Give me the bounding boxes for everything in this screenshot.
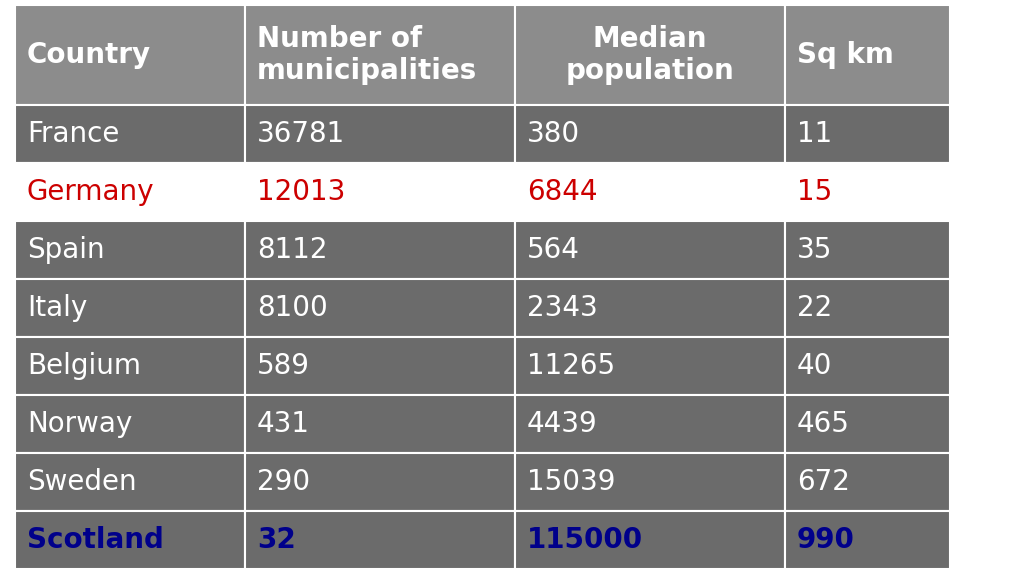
Text: 15: 15 — [797, 178, 833, 206]
Bar — [785, 221, 950, 279]
Bar — [515, 279, 785, 337]
Text: 15039: 15039 — [527, 468, 615, 496]
Bar — [15, 221, 245, 279]
Bar — [245, 5, 515, 105]
Bar — [515, 163, 785, 221]
Text: 40: 40 — [797, 352, 833, 380]
Text: 115000: 115000 — [527, 526, 643, 554]
Bar — [15, 337, 245, 395]
Text: 32: 32 — [257, 526, 296, 554]
Bar — [15, 279, 245, 337]
Bar — [515, 511, 785, 569]
Text: Country: Country — [27, 41, 152, 69]
Bar — [15, 163, 245, 221]
Text: 380: 380 — [527, 120, 581, 148]
Text: Spain: Spain — [27, 236, 104, 264]
Text: Median
population: Median population — [565, 25, 734, 85]
Text: 465: 465 — [797, 410, 850, 438]
Text: 290: 290 — [257, 468, 310, 496]
Bar — [785, 163, 950, 221]
Bar — [245, 163, 515, 221]
Text: 11265: 11265 — [527, 352, 615, 380]
Text: 564: 564 — [527, 236, 580, 264]
Bar — [785, 511, 950, 569]
Text: 4439: 4439 — [527, 410, 598, 438]
Bar — [15, 395, 245, 453]
Text: Sq km: Sq km — [797, 41, 894, 69]
Text: 8112: 8112 — [257, 236, 328, 264]
Text: 672: 672 — [797, 468, 850, 496]
Bar — [785, 337, 950, 395]
Text: 11: 11 — [797, 120, 833, 148]
Bar — [15, 511, 245, 569]
Text: Number of
municipalities: Number of municipalities — [257, 25, 477, 85]
Bar — [245, 105, 515, 163]
Text: 589: 589 — [257, 352, 310, 380]
Text: Norway: Norway — [27, 410, 132, 438]
Bar — [245, 279, 515, 337]
Text: 2343: 2343 — [527, 294, 598, 322]
Bar — [785, 5, 950, 105]
Bar — [15, 105, 245, 163]
Text: Germany: Germany — [27, 178, 155, 206]
Text: Belgium: Belgium — [27, 352, 141, 380]
Bar — [515, 453, 785, 511]
Bar — [515, 337, 785, 395]
Bar — [15, 5, 245, 105]
Bar — [245, 221, 515, 279]
Bar — [245, 337, 515, 395]
Text: 22: 22 — [797, 294, 833, 322]
Text: 6844: 6844 — [527, 178, 597, 206]
Text: France: France — [27, 120, 120, 148]
Text: Italy: Italy — [27, 294, 87, 322]
Text: 36781: 36781 — [257, 120, 345, 148]
Bar — [245, 395, 515, 453]
Bar — [785, 395, 950, 453]
Text: 8100: 8100 — [257, 294, 328, 322]
Bar — [515, 221, 785, 279]
Text: 35: 35 — [797, 236, 833, 264]
Text: Sweden: Sweden — [27, 468, 136, 496]
Bar — [785, 105, 950, 163]
Bar — [515, 5, 785, 105]
Bar — [515, 395, 785, 453]
Text: 990: 990 — [797, 526, 855, 554]
Bar — [245, 453, 515, 511]
Bar — [515, 105, 785, 163]
Text: 12013: 12013 — [257, 178, 345, 206]
Text: Scotland: Scotland — [27, 526, 164, 554]
Bar — [15, 453, 245, 511]
Text: 431: 431 — [257, 410, 310, 438]
Bar — [245, 511, 515, 569]
Bar — [785, 453, 950, 511]
Bar — [785, 279, 950, 337]
